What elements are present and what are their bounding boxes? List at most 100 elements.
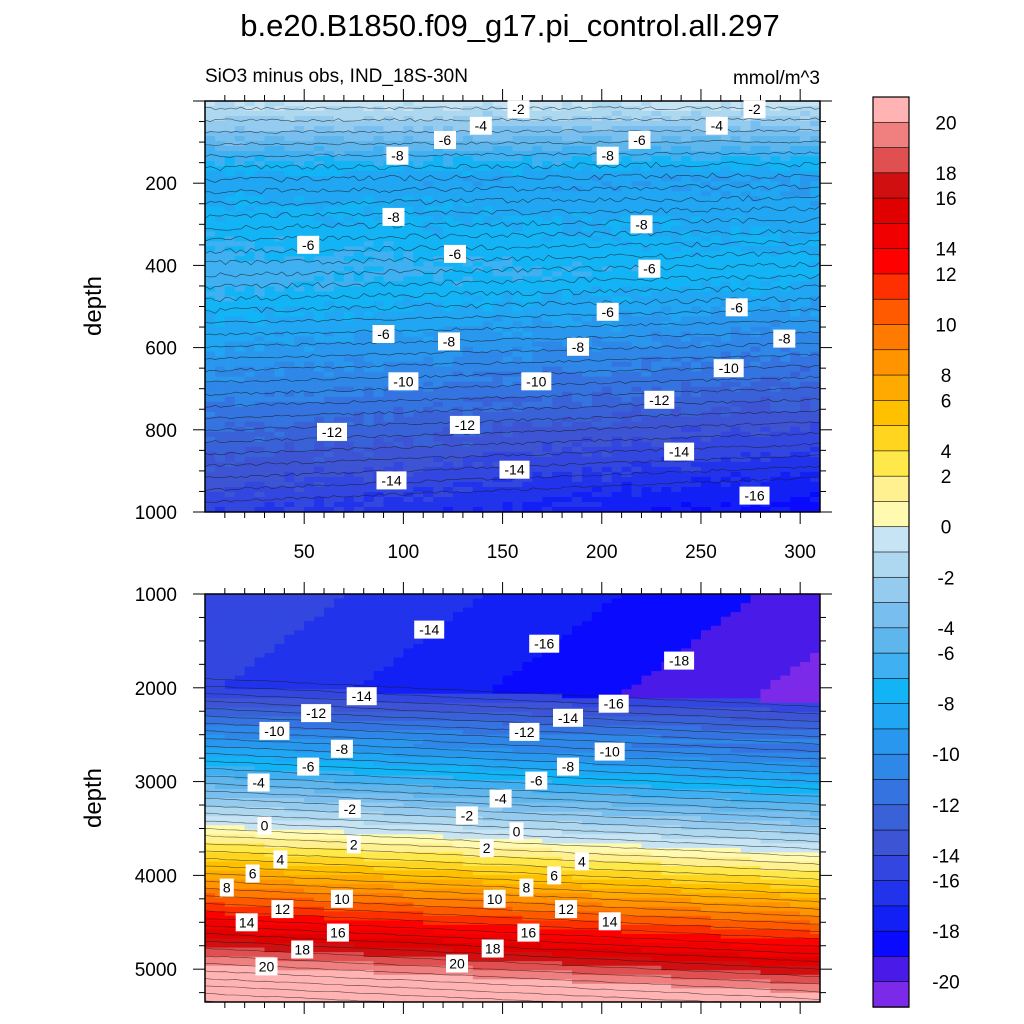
upper-band-cell	[671, 301, 682, 308]
upper-band-cell	[363, 326, 375, 333]
upper-band-cell	[274, 301, 285, 308]
upper-band-cell	[324, 166, 335, 172]
upper-band-cell	[205, 116, 216, 122]
upper-band-cell	[333, 276, 345, 283]
upper-band-cell	[621, 456, 633, 463]
upper-band-cell	[601, 121, 613, 127]
upper-band-cell	[770, 316, 781, 323]
upper-band-cell	[205, 411, 216, 418]
upper-band-cell	[770, 191, 781, 197]
upper-band-cell	[800, 211, 811, 217]
upper-band-cell	[750, 306, 762, 313]
upper-band-cell	[532, 476, 543, 483]
upper-band-cell	[333, 146, 345, 152]
upper-band-cell	[750, 161, 762, 167]
upper-band-cell	[324, 371, 335, 378]
upper-band-cell	[671, 366, 682, 373]
upper-band-cell	[393, 411, 404, 418]
upper-band-cell	[512, 126, 524, 132]
upper-band-cell	[770, 456, 781, 463]
upper-band-cell	[720, 251, 732, 257]
upper-band-cell	[572, 231, 583, 237]
upper-band-cell	[601, 236, 613, 242]
upper-band-cell	[601, 321, 613, 328]
upper-band-cell	[641, 121, 652, 127]
upper-band-cell	[631, 446, 643, 453]
upper-band-cell	[591, 176, 603, 182]
upper-band-cell	[790, 171, 801, 177]
upper-band-cell	[482, 466, 494, 473]
upper-band-cell	[710, 281, 722, 288]
upper-band-cell	[214, 321, 226, 328]
upper-band-cell	[353, 421, 365, 428]
upper-band-cell	[363, 421, 375, 428]
upper-band-cell	[224, 166, 236, 172]
upper-band-cell	[720, 261, 732, 267]
upper-band-cell	[304, 446, 315, 453]
upper-band-cell	[373, 416, 385, 423]
upper-band-cell	[671, 346, 682, 353]
upper-band-cell	[472, 366, 484, 373]
upper-band-cell	[244, 401, 256, 408]
upper-band-cell	[353, 301, 365, 308]
upper-band-cell	[314, 141, 325, 147]
upper-band-cell	[631, 456, 643, 463]
upper-band-cell	[274, 316, 285, 323]
upper-band-cell	[492, 401, 504, 408]
upper-band-cell	[264, 196, 276, 202]
upper-band-cell	[621, 506, 633, 512]
upper-band-cell	[304, 181, 315, 187]
upper-band-cell	[314, 226, 325, 232]
upper-band-cell	[740, 176, 752, 182]
upper-band-cell	[244, 321, 256, 328]
upper-band-cell	[254, 176, 266, 182]
upper-band-cell	[482, 136, 494, 142]
upper-band-cell	[452, 276, 464, 283]
upper-band-cell	[234, 466, 246, 473]
upper-band-cell	[423, 176, 434, 182]
upper-band-cell	[482, 471, 494, 478]
upper-band-cell	[234, 441, 246, 448]
upper-band-cell	[691, 431, 702, 438]
upper-band-cell	[581, 381, 593, 388]
upper-band-cell	[304, 456, 315, 463]
upper-band-cell	[452, 431, 464, 438]
upper-band-cell	[383, 281, 395, 288]
upper-band-cell	[462, 206, 474, 212]
upper-band-cell	[304, 101, 315, 107]
upper-band-cell	[214, 186, 226, 192]
upper-band-cell	[324, 391, 335, 398]
upper-band-cell	[631, 351, 643, 358]
upper-band-cell	[710, 476, 722, 483]
upper-band-cell	[205, 326, 216, 333]
upper-band-cell	[691, 121, 702, 127]
upper-band-cell	[294, 311, 305, 318]
upper-band-cell	[562, 366, 573, 373]
upper-band-cell	[482, 281, 494, 288]
upper-band-cell	[750, 291, 762, 298]
upper-band-cell	[423, 101, 434, 107]
upper-band-cell	[740, 221, 752, 227]
upper-band-cell	[572, 241, 583, 247]
upper-band-cell	[700, 376, 712, 383]
upper-band-cell	[790, 141, 801, 147]
upper-band-cell	[591, 231, 603, 237]
upper-band-cell	[462, 121, 474, 127]
upper-band-cell	[601, 266, 613, 273]
upper-band-cell	[790, 451, 801, 458]
upper-band-cell	[502, 451, 514, 458]
upper-band-cell	[482, 411, 494, 418]
upper-band-cell	[433, 246, 444, 252]
upper-band-cell	[760, 166, 771, 172]
upper-band-cell	[730, 186, 742, 192]
upper-band-cell	[234, 161, 246, 167]
upper-band-cell	[532, 496, 543, 503]
upper-band-cell	[611, 396, 623, 403]
upper-band-cell	[700, 261, 712, 267]
upper-band-cell	[492, 441, 504, 448]
upper-band-cell	[720, 461, 732, 468]
upper-band-cell	[343, 286, 355, 293]
upper-band-cell	[343, 496, 355, 503]
upper-band-cell	[353, 431, 365, 438]
upper-band-cell	[472, 376, 484, 383]
